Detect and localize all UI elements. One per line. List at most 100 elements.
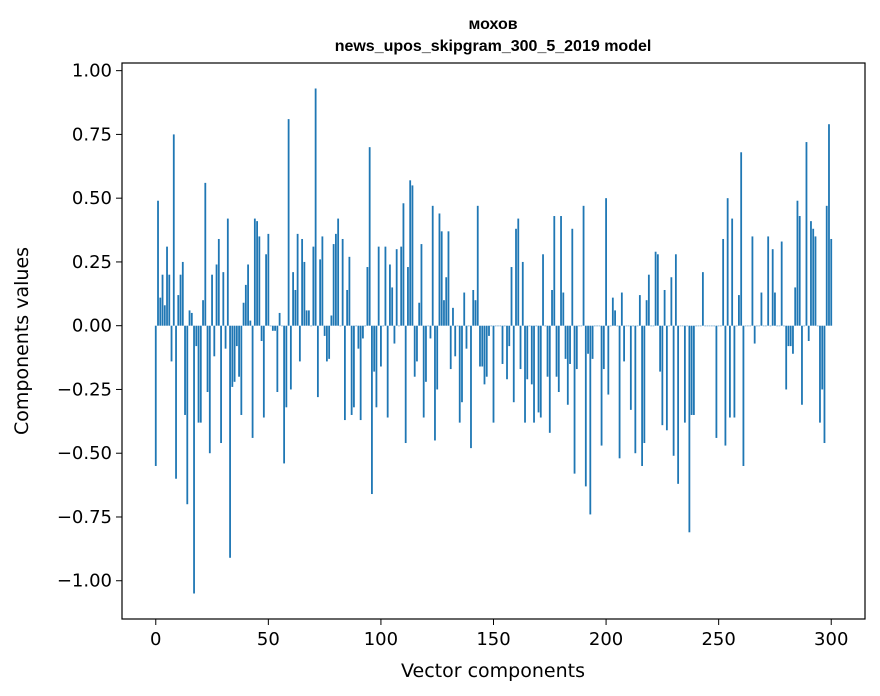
bar-33 [229, 325, 231, 558]
bar-129 [445, 277, 448, 326]
bar-213 [634, 325, 637, 454]
bar-59 [287, 119, 290, 326]
bar-293 [814, 236, 817, 326]
bar-87 [350, 325, 353, 415]
bar-271 [765, 325, 767, 327]
bar-235 [683, 325, 686, 423]
bar-137 [463, 292, 466, 326]
bar-291 [810, 221, 812, 326]
bar-160 [515, 228, 517, 326]
bar-176 [551, 289, 553, 326]
bar-78 [330, 315, 333, 326]
bar-60 [289, 325, 292, 390]
bar-28 [217, 238, 220, 326]
bar-15 [188, 310, 191, 326]
bar-177 [553, 216, 556, 326]
bar-253 [724, 325, 727, 446]
bar-122 [429, 325, 432, 339]
bar-189 [580, 325, 583, 327]
bar-72 [316, 325, 319, 398]
bar-73 [319, 259, 322, 326]
bar-260 [740, 152, 743, 326]
bar-257 [733, 325, 736, 418]
bar-82 [339, 325, 342, 327]
bar-165 [526, 325, 529, 380]
bar-261 [742, 325, 745, 466]
bar-31 [224, 325, 227, 349]
bar-203 [611, 297, 614, 326]
bar-239 [692, 325, 695, 415]
bar-181 [562, 292, 565, 326]
y-tick-label: −0.25 [57, 379, 112, 400]
bar-90 [357, 325, 360, 349]
bar-170 [537, 325, 540, 413]
bar-77 [328, 325, 331, 359]
bar-230 [672, 325, 675, 456]
bar-10 [177, 295, 180, 326]
bar-26 [213, 325, 216, 357]
bar-61 [292, 272, 295, 326]
bar-8 [172, 134, 175, 326]
bars-group [154, 88, 833, 594]
bar-89 [355, 325, 358, 327]
bar-288 [803, 325, 806, 327]
bar-198 [600, 325, 603, 446]
bar-276 [776, 325, 779, 327]
bar-42 [249, 320, 252, 326]
bar-130 [447, 231, 450, 326]
bar-88 [353, 325, 355, 408]
bar-297 [823, 325, 826, 444]
bar-180 [560, 216, 562, 326]
plot-frame [121, 62, 866, 620]
x-tick-label: 150 [476, 629, 510, 650]
bar-58 [285, 325, 288, 408]
bar-13 [184, 325, 186, 415]
bar-109 [400, 246, 403, 326]
bar-237 [688, 325, 691, 533]
bar-30 [222, 272, 225, 326]
bar-227 [665, 325, 668, 431]
bar-49 [265, 254, 267, 326]
bar-98 [375, 325, 378, 408]
bar-68 [307, 310, 310, 326]
bar-103 [386, 325, 389, 418]
bar-96 [371, 325, 373, 495]
bar-173 [544, 325, 547, 327]
bar-238 [690, 325, 693, 415]
y-tick-label: 0.75 [72, 124, 112, 145]
bar-121 [427, 325, 430, 327]
bar-140 [470, 325, 472, 449]
bar-135 [458, 325, 461, 423]
bar-117 [418, 302, 421, 326]
bar-131 [449, 325, 452, 370]
bar-169 [535, 325, 538, 327]
bar-81 [337, 218, 340, 326]
bar-196 [596, 325, 598, 327]
bar-69 [310, 325, 313, 327]
bar-83 [341, 238, 344, 326]
bar-46 [258, 236, 261, 326]
bar-219 [647, 274, 650, 326]
bar-102 [384, 246, 387, 326]
bar-229 [670, 277, 673, 326]
bar-93 [364, 325, 367, 327]
bar-54 [276, 325, 279, 393]
bar-2 [159, 297, 162, 326]
bar-107 [395, 249, 398, 326]
bar-100 [380, 325, 382, 367]
x-axis-ticks: 0 50 100 150 200 250 300 [150, 619, 848, 650]
bar-5 [166, 246, 168, 326]
bar-222 [654, 251, 657, 326]
bar-86 [348, 256, 351, 326]
bar-194 [591, 325, 594, 359]
bar-21 [202, 300, 204, 326]
bar-85 [346, 289, 349, 326]
bar-146 [483, 325, 486, 385]
bar-16 [190, 312, 193, 326]
bar-22 [204, 182, 207, 326]
bar-63 [296, 233, 299, 326]
bar-48 [262, 325, 265, 418]
bar-195 [593, 325, 596, 327]
bar-234 [681, 325, 684, 327]
y-tick-label: 0.00 [72, 316, 112, 337]
